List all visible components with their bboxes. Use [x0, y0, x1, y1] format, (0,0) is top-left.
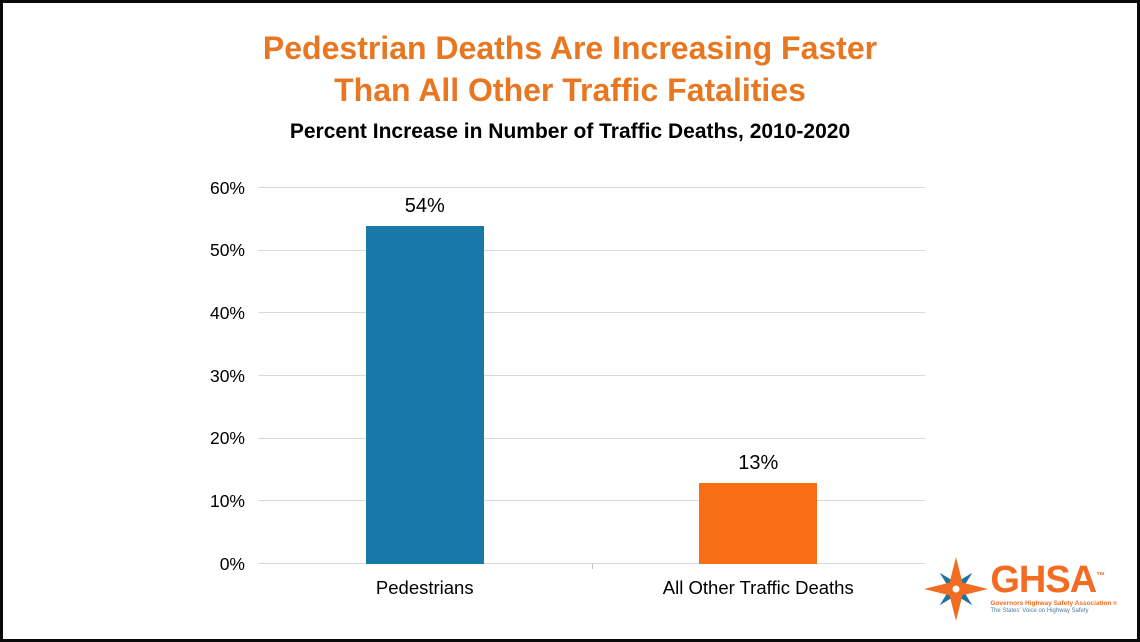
- category-labels: Pedestrians All Other Traffic Deaths: [258, 577, 925, 603]
- ghsa-org-name: Governors Highway Safety Association ®: [990, 600, 1117, 607]
- title-block: Pedestrian Deaths Are Increasing Faster …: [3, 3, 1137, 145]
- y-tick-label: 30%: [209, 365, 245, 386]
- ghsa-compass-icon: [924, 557, 989, 621]
- gridline: [258, 249, 925, 251]
- y-tick-label: 60%: [209, 177, 245, 198]
- gridline: [258, 437, 925, 439]
- bar-value-label: 13%: [738, 451, 779, 474]
- bar: [699, 482, 818, 564]
- registered-symbol: ®: [1113, 600, 1117, 607]
- ghsa-wordmark: GHSA™: [990, 561, 1106, 599]
- ghsa-logo-text: GHSA™ Governors Highway Safety Associati…: [990, 561, 1117, 614]
- gridline: [258, 312, 925, 314]
- trademark-symbol: ™: [1096, 570, 1106, 581]
- axis-tick: [591, 564, 593, 569]
- x-category-label: Pedestrians: [375, 577, 474, 598]
- chart-title-line2: Than All Other Traffic Fatalities: [334, 72, 806, 108]
- gridline: [258, 187, 925, 188]
- gridline: [258, 563, 925, 564]
- ghsa-org-name-label: Governors Highway Safety Association: [990, 599, 1112, 607]
- y-tick-label: 0%: [219, 553, 245, 574]
- y-tick-label: 50%: [209, 239, 245, 260]
- x-category-label: All Other Traffic Deaths: [662, 577, 854, 598]
- chart-title-line1: Pedestrian Deaths Are Increasing Faster: [262, 30, 878, 66]
- bar-value-label: 54%: [404, 194, 445, 217]
- ghsa-logo: GHSA™ Governors Highway Safety Associati…: [924, 557, 1117, 621]
- ghsa-tagline: The States' Voice on Highway Safety: [990, 607, 1089, 614]
- chart-subtitle: Percent Increase in Number of Traffic De…: [289, 120, 851, 143]
- y-tick-label: 10%: [209, 490, 245, 511]
- gridline: [258, 375, 925, 376]
- y-tick-label: 40%: [209, 302, 245, 323]
- gridline: [258, 500, 925, 502]
- chart-title: Pedestrian Deaths Are Increasing Faster …: [3, 27, 1137, 111]
- bar: [365, 225, 484, 564]
- plot-area: 0% 10% 20% 30% 40% 50% 60% 54% 13%: [210, 179, 925, 572]
- y-tick-label: 20%: [209, 427, 245, 448]
- ghsa-wordmark-label: GHSA: [990, 559, 1097, 602]
